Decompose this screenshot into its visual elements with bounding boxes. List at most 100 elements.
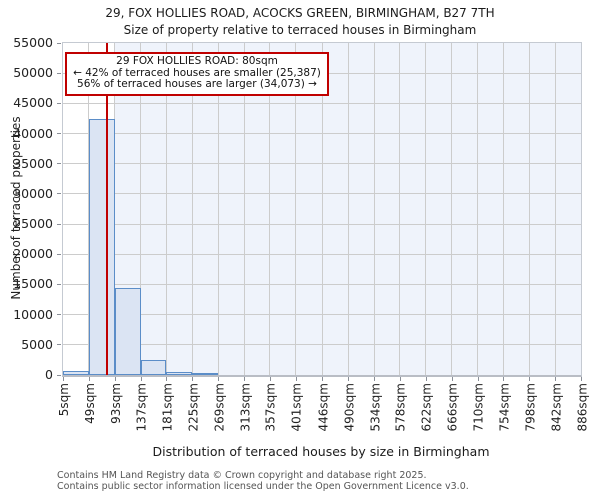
gridline-vertical (269, 43, 271, 375)
histogram-bar (140, 359, 167, 375)
y-tick-label: 35000 (13, 155, 53, 171)
gridline-horizontal (63, 102, 581, 104)
property-size-marker-line (106, 43, 109, 375)
x-tick-label-text: 313sqm (238, 383, 253, 432)
plot-area: 29 FOX HOLLIES ROAD: 80sqm ← 42% of terr… (62, 42, 582, 377)
x-tick-label-text: 622sqm (419, 383, 434, 432)
x-tick-label-text: 710sqm (471, 383, 486, 432)
gridline-horizontal (63, 314, 581, 316)
gridline-vertical (373, 43, 375, 375)
x-tick-mark (140, 377, 142, 381)
gridline-vertical (191, 43, 193, 375)
chart-title: 29, FOX HOLLIES ROAD, ACOCKS GREEN, BIRM… (105, 6, 495, 20)
x-tick-mark (218, 377, 220, 381)
y-tick-mark (57, 253, 61, 255)
y-tick-mark (57, 344, 61, 346)
y-tick-label: 15000 (13, 276, 53, 292)
x-tick-mark (63, 377, 64, 381)
y-tick-mark (57, 314, 61, 316)
x-tick-label-text: 754sqm (497, 383, 512, 432)
annotation-smaller-pct: ← 42% of terraced houses are smaller (25… (73, 66, 321, 79)
x-tick-mark (477, 377, 479, 381)
y-tick-mark (57, 193, 61, 195)
gridline-vertical (295, 43, 297, 375)
x-tick-mark (269, 377, 271, 381)
x-tick-label-text: 181sqm (160, 383, 175, 432)
x-tick-label-text: 225sqm (186, 383, 201, 432)
histogram-bar (166, 371, 193, 375)
x-tick-mark (581, 377, 582, 381)
gridline-horizontal (63, 344, 581, 346)
y-tick-mark (57, 133, 61, 135)
x-tick-mark (88, 377, 90, 381)
gridline-vertical (451, 43, 453, 375)
x-tick-label-text: 269sqm (212, 383, 227, 432)
y-tick-label: 20000 (13, 246, 53, 262)
x-tick-mark (503, 377, 505, 381)
gridline-horizontal (63, 283, 581, 285)
y-tick-label: 45000 (13, 95, 53, 111)
annotation-box: 29 FOX HOLLIES ROAD: 80sqm ← 42% of terr… (65, 52, 329, 96)
y-tick-mark (57, 163, 61, 165)
x-tick-label-text: 49sqm (82, 383, 97, 424)
gridline-vertical (140, 43, 142, 375)
footer-line-2: Contains public sector information licen… (57, 481, 469, 492)
x-tick-label-text: 401sqm (289, 383, 304, 432)
y-tick-mark (57, 72, 61, 74)
y-tick-mark (57, 42, 61, 44)
x-tick-label-text: 5sqm (57, 383, 71, 417)
gridline-vertical (114, 43, 116, 375)
gridline-horizontal (63, 163, 581, 165)
gridline-vertical (321, 43, 323, 375)
gridline-horizontal (63, 193, 581, 195)
gridline-vertical (243, 43, 245, 375)
x-tick-label-text: 137sqm (134, 383, 149, 432)
gridline-vertical (347, 43, 349, 375)
gridline-vertical (502, 43, 504, 375)
x-tick-label-text: 842sqm (549, 383, 564, 432)
y-tick-label: 0 (45, 367, 53, 382)
y-tick-label: 25000 (13, 216, 53, 232)
gridline-vertical (399, 43, 401, 375)
footer-line-1: Contains HM Land Registry data © Crown c… (57, 470, 427, 481)
gridline-horizontal (63, 253, 581, 255)
attribution-footer: Contains HM Land Registry data © Crown c… (57, 470, 469, 492)
y-tick-mark (57, 374, 61, 376)
histogram-bar (63, 371, 89, 375)
x-tick-label-text: 446sqm (316, 383, 331, 432)
gridline-vertical (477, 43, 479, 375)
annotation-property-size: 29 FOX HOLLIES ROAD: 80sqm (116, 55, 278, 67)
y-tick-label: 40000 (13, 125, 53, 141)
x-tick-mark (374, 377, 376, 381)
x-tick-mark (244, 377, 246, 381)
x-tick-mark (166, 377, 168, 381)
x-tick-mark (114, 377, 116, 381)
histogram-bar (192, 373, 219, 375)
gridline-vertical (425, 43, 427, 375)
x-tick-label-text: 534sqm (368, 383, 383, 432)
x-tick-mark (451, 377, 453, 381)
y-tick-label: 5000 (21, 336, 53, 352)
gridline-vertical (528, 43, 530, 375)
x-tick-label-text: 93sqm (108, 383, 123, 424)
y-tick-label: 55000 (13, 35, 53, 50)
x-tick-mark (348, 377, 350, 381)
gridline-horizontal (63, 223, 581, 225)
gridline-vertical (165, 43, 167, 375)
y-tick-mark (57, 102, 61, 104)
x-tick-label-text: 666sqm (445, 383, 460, 432)
chart-subtitle: Size of property relative to terraced ho… (123, 23, 477, 37)
x-tick-mark (192, 377, 194, 381)
gridline-vertical (554, 43, 556, 375)
x-tick-mark (425, 377, 427, 381)
y-tick-mark (57, 283, 61, 285)
x-tick-label-text: 886sqm (575, 383, 589, 432)
x-axis-title: Distribution of terraced houses by size … (152, 444, 490, 459)
y-tick-label: 50000 (13, 65, 53, 81)
y-tick-mark (57, 223, 61, 225)
x-tick-label-text: 578sqm (393, 383, 408, 432)
gridline-horizontal (63, 133, 581, 135)
histogram-bar (114, 288, 141, 375)
y-tick-label: 10000 (13, 306, 53, 322)
